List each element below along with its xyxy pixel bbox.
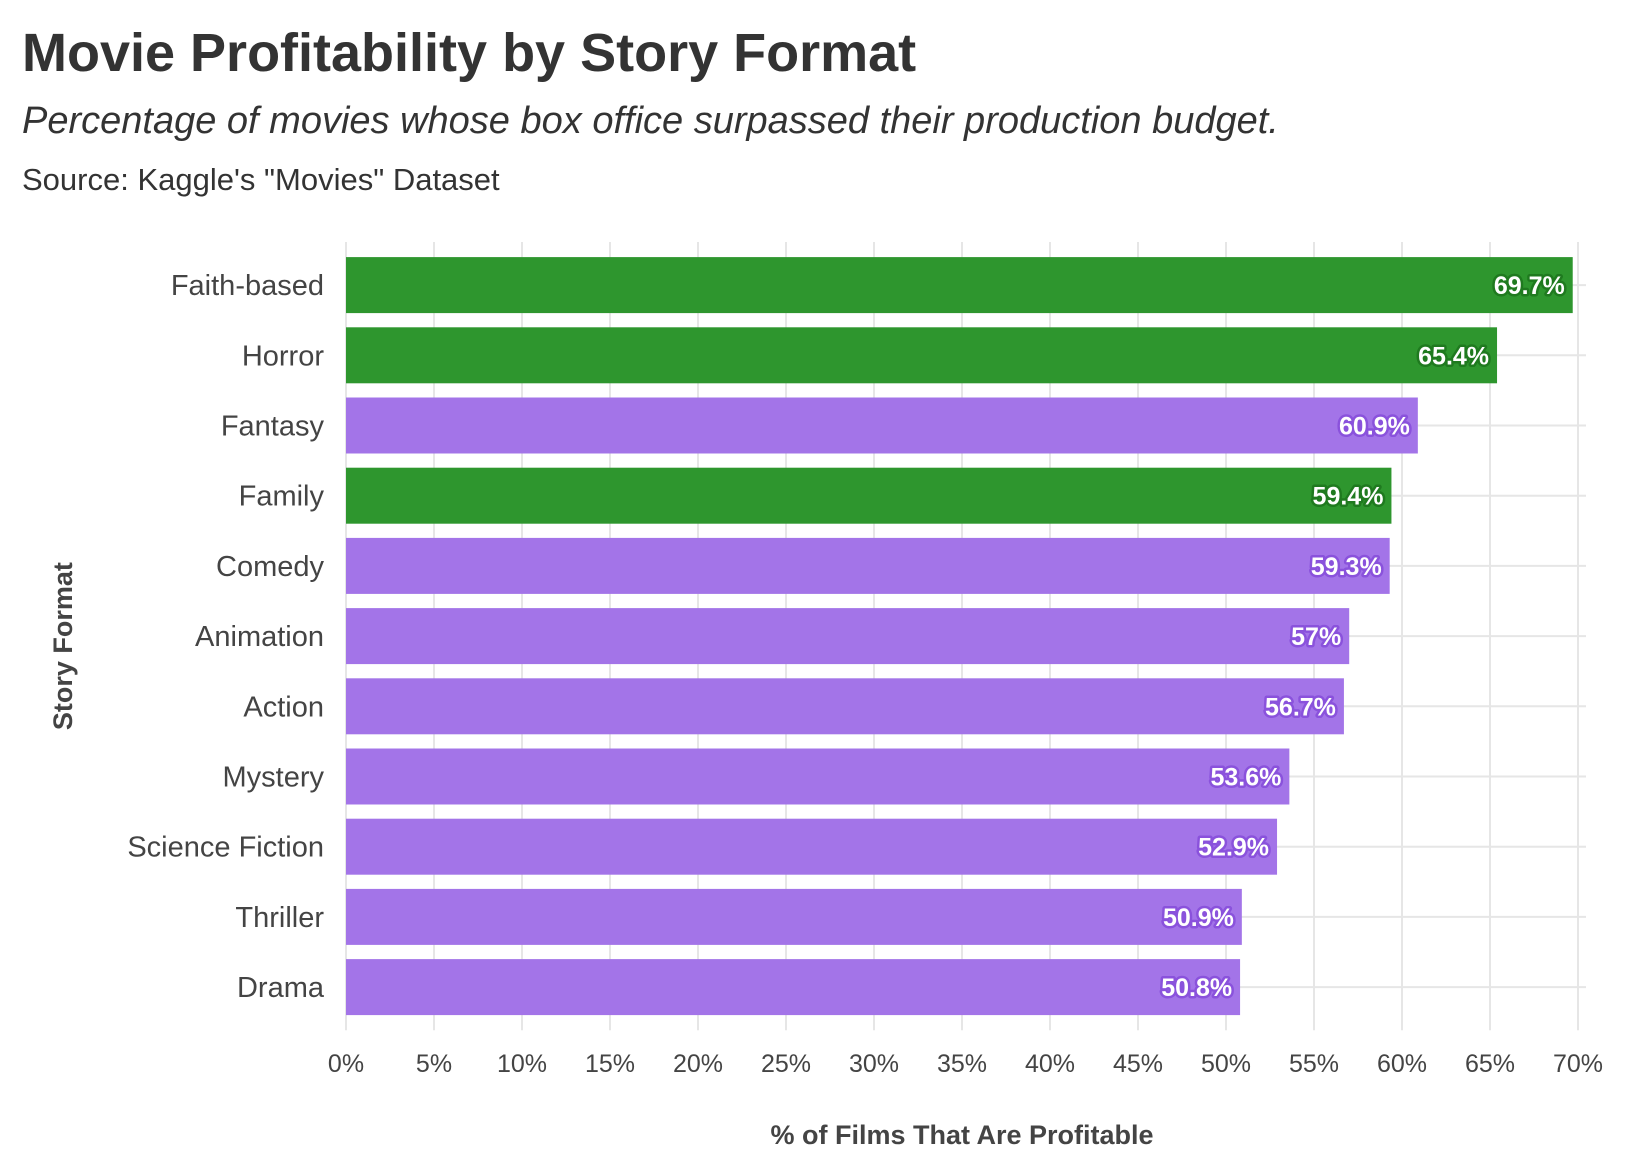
y-tick-label: Science Fiction [127, 832, 324, 864]
bar [346, 959, 1241, 1016]
data-label: 65.4% [1418, 342, 1489, 370]
x-tick-label: 0% [328, 1050, 364, 1078]
x-tick-label: 30% [849, 1050, 899, 1078]
category-labels: Faith-based Horror Fantasy Family Comedy Anim… [127, 270, 325, 1004]
x-tick-labels: 0% 5% 10% 15% 20% 25% 30% 35% 40% 45% 50% 55% 60% 65%… [328, 1050, 1603, 1078]
data-label: 60.9% [1339, 413, 1410, 441]
bar [346, 678, 1344, 735]
y-axis-title: Story Format [48, 562, 78, 730]
y-tick-label: Faith-based [171, 270, 324, 302]
x-axis-title: % of Films That Are Profitable [770, 1120, 1153, 1150]
x-tick-label: 55% [1289, 1050, 1339, 1078]
x-tick-label: 70% [1553, 1050, 1603, 1078]
y-tick-label: Family [239, 481, 325, 513]
chart-caption: Source: Kaggle's "Movies" Dataset [22, 162, 500, 197]
data-label: 59.4% [1313, 483, 1384, 511]
x-tick-label: 10% [497, 1050, 547, 1078]
data-label: 57% [1291, 623, 1341, 651]
y-tick-label: Animation [195, 621, 324, 653]
bar [346, 818, 1278, 875]
bar [346, 327, 1498, 384]
bar [346, 257, 1573, 314]
x-tick-label: 15% [585, 1050, 635, 1078]
data-label: 52.9% [1198, 834, 1269, 862]
chart-title: Movie Profitability by Story Format [22, 23, 917, 83]
y-tick-label: Thriller [235, 902, 324, 934]
bar [346, 608, 1350, 665]
data-label: 53.6% [1210, 764, 1281, 792]
data-label: 50.9% [1163, 904, 1234, 932]
bar [346, 397, 1418, 454]
x-tick-label: 60% [1377, 1050, 1427, 1078]
x-tick-label: 25% [761, 1050, 811, 1078]
x-tick-label: 40% [1025, 1050, 1075, 1078]
bars [346, 257, 1573, 1016]
chart-subtitle: Percentage of movies whose box office su… [22, 100, 1279, 142]
data-label: 56.7% [1265, 693, 1336, 721]
y-tick-label: Fantasy [221, 411, 325, 443]
y-tick-label: Action [243, 691, 324, 723]
y-tick-label: Comedy [216, 551, 324, 583]
y-tick-label: Horror [242, 340, 325, 372]
x-tick-label: 5% [416, 1050, 452, 1078]
x-tick-label: 50% [1201, 1050, 1251, 1078]
data-label: 69.7% [1494, 272, 1565, 300]
data-label: 59.3% [1311, 553, 1382, 581]
bar [346, 888, 1242, 945]
bar [346, 467, 1392, 524]
value-labels: 69.7% 65.4% 60.9% 59.4% 59.3% 57% 56.7% 53.6% 52… [1159, 270, 1568, 1005]
data-label: 50.8% [1161, 974, 1232, 1002]
y-tick-label: Mystery [223, 762, 325, 794]
y-tick-label: Drama [237, 972, 325, 1004]
x-tick-label: 45% [1113, 1050, 1163, 1078]
bar [346, 537, 1390, 594]
x-tick-label: 35% [937, 1050, 987, 1078]
x-tick-label: 20% [673, 1050, 723, 1078]
bar [346, 748, 1290, 805]
x-tick-label: 65% [1465, 1050, 1515, 1078]
